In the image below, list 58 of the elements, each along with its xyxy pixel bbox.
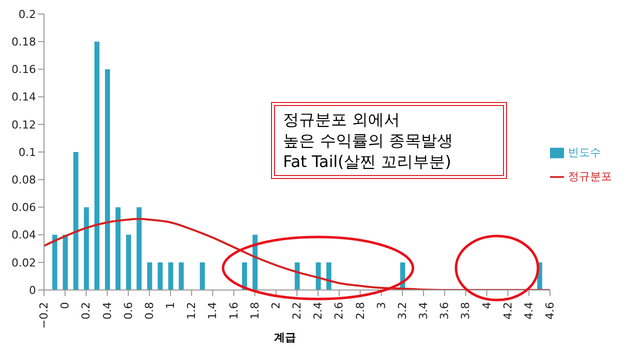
x-tick-label: 3.4 — [417, 302, 430, 320]
y-tick-label: 0.16 — [12, 63, 36, 76]
bar — [200, 262, 205, 290]
bar — [52, 234, 58, 290]
x-tick-label: 3.8 — [459, 302, 472, 320]
x-tick-label: 2.8 — [354, 302, 367, 320]
y-tick-label: 0.06 — [12, 201, 36, 214]
bar — [84, 207, 89, 290]
x-tick-label: 3 — [374, 302, 388, 309]
legend-label: 정규분포 — [568, 170, 612, 183]
x-tick-label: 1.4 — [206, 302, 220, 320]
x-tick-label: 3.6 — [438, 302, 452, 320]
y-tick-label: 0.14 — [12, 90, 36, 104]
x-tick-label: 1 — [164, 302, 177, 309]
x-tick-label: 4.4 — [522, 302, 536, 320]
x-tick-label: 2.4 — [312, 302, 325, 320]
x-tick-label: 0 — [58, 302, 72, 309]
y-tick-label: 0.1 — [18, 146, 36, 159]
bar — [316, 262, 321, 290]
bar — [294, 262, 300, 290]
x-tick-label: 4.6 — [544, 302, 556, 320]
x-tick-label: 1.2 — [185, 302, 198, 320]
x-tick-label: 1.8 — [248, 302, 262, 320]
x-tick-label: 4 — [480, 302, 494, 309]
x-tick-label: 3.2 — [396, 302, 409, 320]
y-tick-label: 0 — [29, 284, 36, 297]
bar — [168, 262, 174, 290]
x-tick-label: 0.4 — [100, 302, 114, 320]
legend-label: 빈도수 — [568, 146, 601, 159]
x-tick-label: 1.6 — [227, 302, 240, 320]
bar — [73, 152, 78, 290]
x-tick-label: 2.2 — [290, 302, 304, 320]
y-tick-label: 0.04 — [12, 228, 36, 242]
y-tick-label: 0.12 — [12, 118, 36, 132]
bar — [147, 262, 152, 290]
bar — [136, 207, 142, 290]
y-tick-label: 0.08 — [12, 174, 36, 187]
x-tick-label: 4.2 — [501, 302, 514, 320]
bar — [178, 262, 184, 290]
x-tick-label: −0.2 — [38, 302, 50, 329]
bar — [158, 262, 163, 290]
x-axis-title: 계급 — [273, 330, 297, 345]
bar — [104, 69, 110, 290]
bar — [252, 234, 258, 290]
x-tick-label: 0.6 — [122, 302, 135, 320]
y-tick-label: 0.2 — [18, 8, 36, 21]
y-tick-label: 0.18 — [12, 36, 36, 49]
y-tick-label: 0.02 — [12, 256, 36, 270]
bar — [94, 42, 100, 290]
bar — [126, 234, 132, 290]
bar — [62, 234, 68, 290]
x-tick-label: 2.6 — [332, 302, 346, 320]
bar — [116, 207, 121, 290]
x-tick-label: 2 — [269, 302, 282, 309]
bar — [326, 262, 332, 290]
annotation: 정규분포 외에서 높은 수익률의 종목발생 Fat Tail(살찐 꼬리부분) — [271, 102, 507, 179]
x-tick-label: 0.8 — [142, 302, 156, 320]
x-tick-label: 0.2 — [80, 302, 93, 320]
